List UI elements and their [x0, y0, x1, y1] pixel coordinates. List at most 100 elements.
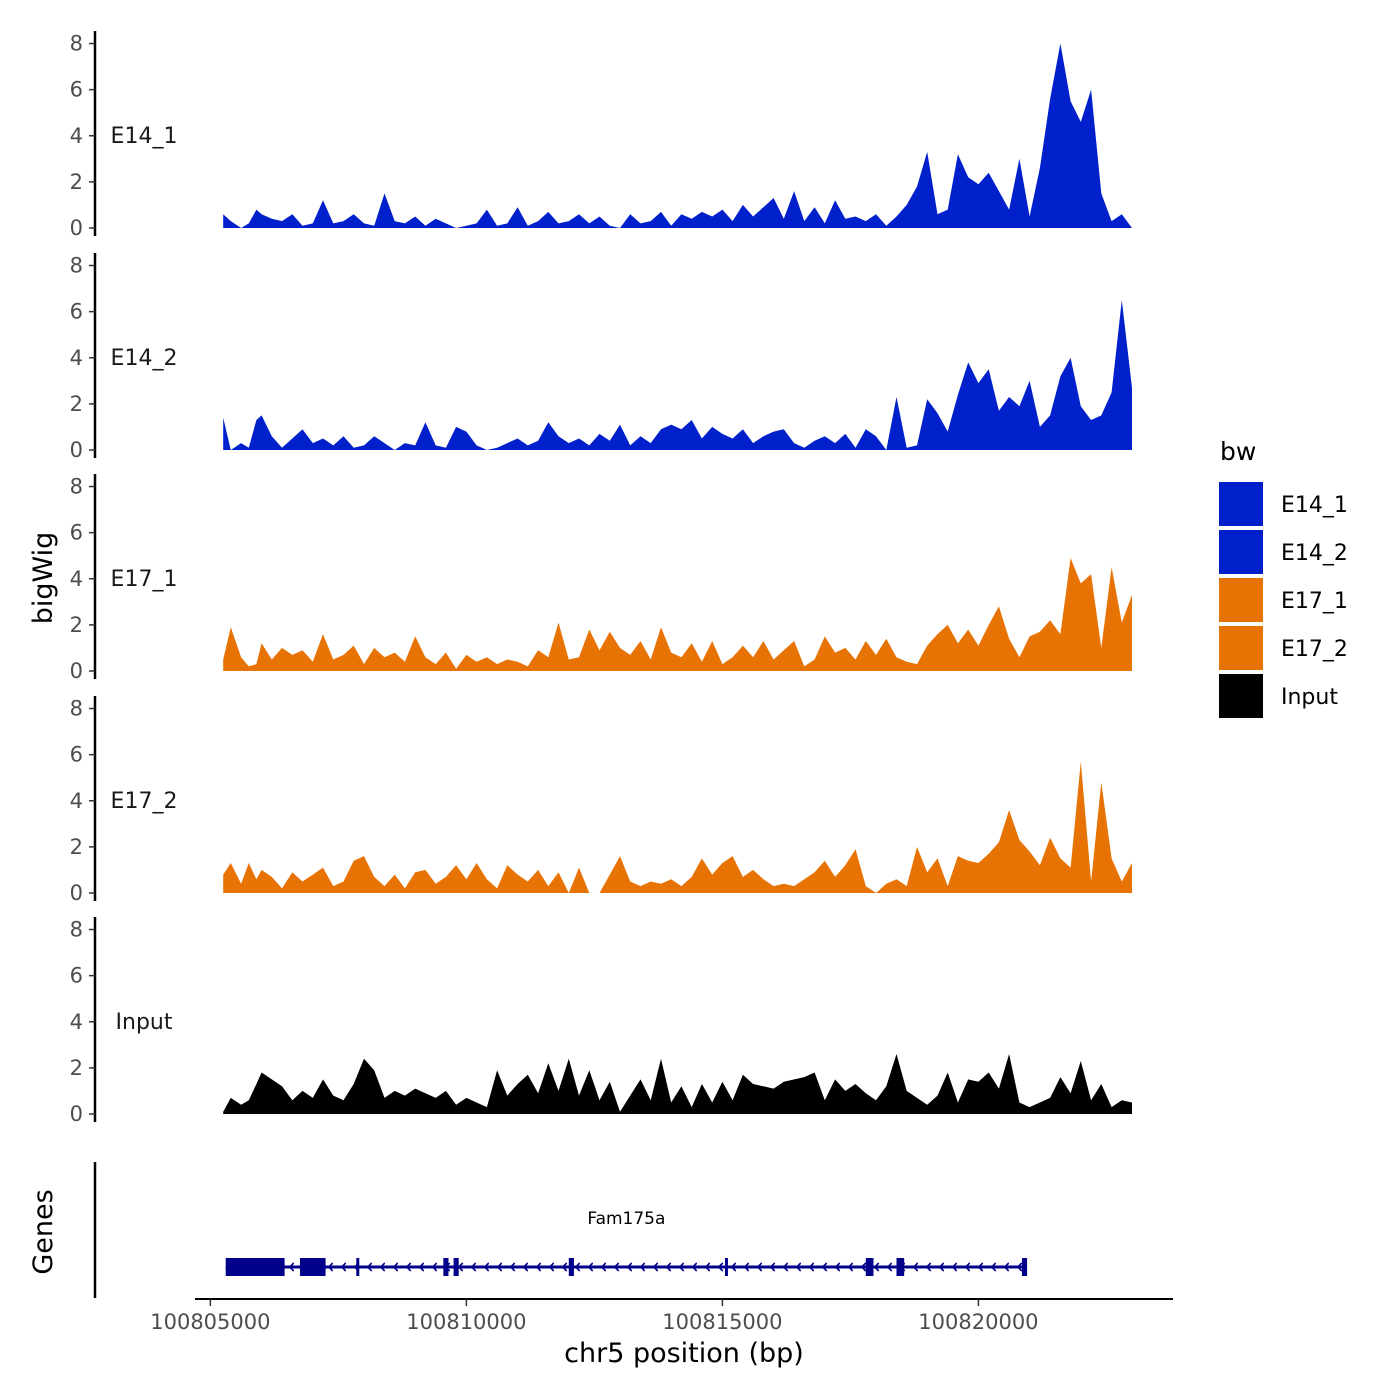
y-tick-label: 6: [70, 78, 83, 102]
strand-chevron: [613, 1262, 620, 1272]
gene-name-label: Fam175a: [587, 1209, 665, 1229]
x-tick-label: 100805000: [150, 1310, 270, 1334]
strand-chevron: [977, 1262, 984, 1272]
strand-chevron: [379, 1262, 386, 1272]
strand-chevron: [886, 1262, 893, 1272]
x-tick-label: 100810000: [406, 1310, 526, 1334]
legend-label: Input: [1281, 685, 1338, 710]
legend-title: bw: [1220, 437, 1256, 466]
strand-chevron: [600, 1262, 607, 1272]
strand-chevron: [912, 1262, 919, 1272]
legend-swatch: [1219, 530, 1263, 574]
y-tick-label: 8: [70, 32, 83, 56]
y-tick-label: 6: [70, 964, 83, 988]
strand-chevron: [639, 1262, 646, 1272]
y-tick-label: 2: [70, 392, 83, 416]
strand-chevron: [938, 1262, 945, 1272]
y-tick-label: 0: [70, 438, 83, 462]
strand-chevron: [678, 1262, 685, 1272]
y-tick-label: 4: [70, 567, 83, 591]
y-tick-label: 2: [70, 1056, 83, 1080]
exon: [299, 1258, 326, 1276]
strand-chevron: [548, 1262, 555, 1272]
track-panel-E14_1: 0 2 4 6 8 E14_1: [70, 31, 1132, 240]
legend-label: E14_1: [1281, 493, 1348, 518]
strand-chevron: [288, 1262, 295, 1272]
strand-chevron: [951, 1262, 958, 1272]
strand-chevron: [418, 1262, 425, 1272]
y-tick-label: 6: [70, 743, 83, 767]
strand-chevron: [847, 1262, 854, 1272]
exon: [443, 1258, 449, 1276]
y-tick-label: 0: [70, 1102, 83, 1126]
coverage-area-E14_1: [223, 43, 1132, 228]
legend-swatch: [1219, 578, 1263, 622]
coverage-area-Input: [223, 1054, 1132, 1114]
y-tick-label: 0: [70, 216, 83, 240]
strand-chevron: [392, 1262, 399, 1272]
exon: [865, 1258, 874, 1276]
y-tick-label: 6: [70, 521, 83, 545]
strand-chevron: [730, 1262, 737, 1272]
strand-chevron: [561, 1262, 568, 1272]
track-label: Input: [116, 1010, 173, 1035]
strand-chevron: [431, 1262, 438, 1272]
strand-chevron: [405, 1262, 412, 1272]
strand-chevron: [782, 1262, 789, 1272]
exon: [453, 1258, 459, 1276]
y-tick-label: 8: [70, 254, 83, 278]
strand-chevron: [366, 1262, 373, 1272]
strand-chevron: [522, 1262, 529, 1272]
legend-label: E14_2: [1281, 541, 1348, 566]
coverage-area-E17_1: [223, 558, 1132, 671]
legend-swatch: [1219, 482, 1263, 526]
transcript-Fam175a: Fam175a: [225, 1209, 1028, 1276]
gene-track: Fam175a: [93, 1162, 1028, 1298]
strand-chevron: [327, 1262, 334, 1272]
legend-swatch: [1219, 674, 1263, 718]
strand-chevron: [1016, 1262, 1023, 1272]
exon: [724, 1258, 728, 1276]
strand-chevron: [1003, 1262, 1010, 1272]
y-tick-label: 0: [70, 659, 83, 683]
strand-chevron: [925, 1262, 932, 1272]
strand-chevron: [964, 1262, 971, 1272]
y-tick-label: 4: [70, 124, 83, 148]
strand-chevron: [574, 1262, 581, 1272]
strand-chevron: [743, 1262, 750, 1272]
strand-chevron: [808, 1262, 815, 1272]
coverage-area-E14_2: [223, 300, 1132, 450]
y-tick-label: 4: [70, 789, 83, 813]
y-axis-title: bigWig: [28, 532, 59, 625]
bigwig-tracks: 0 2 4 6 8 E14_1 0 2 4 6 8 E14_2 0 2 4 6 8 E17_1 0 2 4 6 8 E17_2…: [70, 31, 1132, 1126]
strand-chevron: [873, 1262, 880, 1272]
legend-swatch: [1219, 626, 1263, 670]
y-tick-label: 2: [70, 613, 83, 637]
strand-chevron: [990, 1262, 997, 1272]
strand-chevron: [535, 1262, 542, 1272]
y-tick-label: 0: [70, 881, 83, 905]
track-panel-Input: 0 2 4 6 8 Input: [70, 917, 1132, 1126]
y-tick-label: 8: [70, 697, 83, 721]
track-panel-E17_2: 0 2 4 6 8 E17_2: [70, 696, 1132, 905]
y-tick-label: 2: [70, 835, 83, 859]
strand-chevron: [717, 1262, 724, 1272]
strand-chevron: [821, 1262, 828, 1272]
legend-label: E17_2: [1281, 637, 1348, 662]
y-tick-label: 4: [70, 346, 83, 370]
track-label: E17_1: [111, 567, 178, 592]
strand-chevron: [483, 1262, 490, 1272]
genes-axis-title: Genes: [28, 1189, 59, 1274]
exon: [568, 1258, 574, 1276]
strand-chevron: [691, 1262, 698, 1272]
track-panel-E17_1: 0 2 4 6 8 E17_1: [70, 474, 1132, 683]
track-label: E14_1: [111, 124, 178, 149]
strand-chevron: [704, 1262, 711, 1272]
exon: [225, 1258, 285, 1276]
y-tick-label: 8: [70, 475, 83, 499]
strand-chevron: [626, 1262, 633, 1272]
strand-chevron: [496, 1262, 503, 1272]
x-tick-label: 100820000: [918, 1310, 1038, 1334]
strand-chevron: [340, 1262, 347, 1272]
strand-chevron: [795, 1262, 802, 1272]
